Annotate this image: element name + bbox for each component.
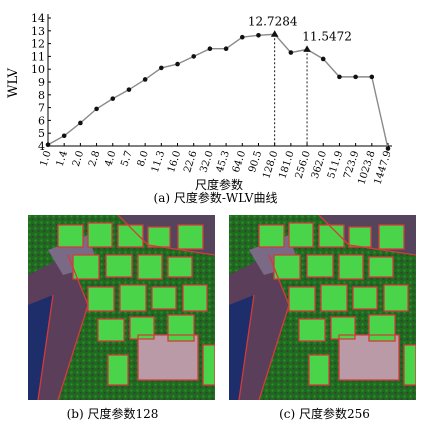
data-point bbox=[175, 61, 180, 67]
x-tick-label: 32.0 bbox=[198, 150, 215, 175]
data-point bbox=[61, 133, 67, 139]
x-tick-label: 1.0 bbox=[38, 150, 53, 169]
y-tick-label: 14 bbox=[31, 12, 45, 25]
y-tick-label: 6 bbox=[38, 114, 45, 127]
caption-c: (c) 尺度参数256 bbox=[279, 407, 370, 421]
data-point bbox=[288, 50, 294, 55]
scale-256-segmentation-image bbox=[229, 215, 416, 400]
wlv-line bbox=[47, 33, 389, 149]
y-tick-label: 9 bbox=[38, 76, 45, 89]
data-point bbox=[337, 74, 342, 80]
y-tick-label: 5 bbox=[38, 127, 45, 140]
peak-marker bbox=[270, 30, 279, 37]
data-point bbox=[45, 142, 51, 148]
y-tick-label: 4 bbox=[38, 140, 45, 153]
data-point bbox=[320, 56, 326, 62]
data-point bbox=[94, 106, 99, 112]
data-point bbox=[385, 146, 391, 151]
x-tick-label: 4.0 bbox=[103, 150, 118, 169]
x-tick-label: 45.3 bbox=[215, 150, 232, 175]
y-axis-label: WLV bbox=[6, 67, 21, 97]
data-point bbox=[239, 34, 245, 40]
data-point bbox=[223, 46, 229, 52]
x-tick-label: 1.4 bbox=[55, 150, 70, 169]
y-tick-label: 12 bbox=[31, 38, 45, 51]
data-point bbox=[353, 74, 358, 80]
annotation-label: 11.5472 bbox=[302, 29, 352, 43]
data-point bbox=[207, 46, 213, 52]
y-tick-label: 10 bbox=[31, 63, 45, 76]
data-point bbox=[256, 32, 261, 38]
y-tick-label: 13 bbox=[31, 25, 45, 38]
x-tick-label: 5.7 bbox=[119, 150, 134, 169]
data-point bbox=[110, 96, 116, 101]
x-tick-label: 16.0 bbox=[166, 150, 183, 175]
peak-annotations: 12.7284 11.5472 bbox=[248, 14, 352, 146]
data-point bbox=[159, 65, 164, 71]
x-tick-label: 8.0 bbox=[136, 150, 151, 169]
annotation-label: 12.7284 bbox=[248, 14, 298, 28]
x-tick-label: 11.3 bbox=[150, 150, 167, 175]
x-tick-label: 2.0 bbox=[71, 150, 86, 169]
x-tick-label: 64.0 bbox=[231, 150, 248, 175]
caption-a: (a) 尺度参数-WLV曲线 bbox=[153, 191, 278, 205]
x-tick-label: 2.8 bbox=[87, 150, 102, 169]
scale-128-segmentation-image bbox=[28, 215, 215, 400]
data-point bbox=[126, 87, 132, 92]
y-tick-label: 11 bbox=[31, 50, 45, 63]
y-tick-label: 7 bbox=[38, 102, 45, 115]
x-tick-label: 90.5 bbox=[247, 150, 264, 175]
caption-b: (b) 尺度参数128 bbox=[66, 407, 159, 421]
x-axis-label: 尺度参数 bbox=[195, 177, 243, 192]
y-tick-label: 8 bbox=[38, 89, 45, 102]
data-point bbox=[369, 74, 375, 80]
wlv-series bbox=[45, 30, 391, 151]
data-point bbox=[142, 77, 148, 82]
x-tick-label: 22.6 bbox=[182, 150, 199, 175]
data-point bbox=[78, 120, 83, 126]
peak-marker bbox=[303, 45, 311, 52]
data-point bbox=[191, 54, 197, 59]
